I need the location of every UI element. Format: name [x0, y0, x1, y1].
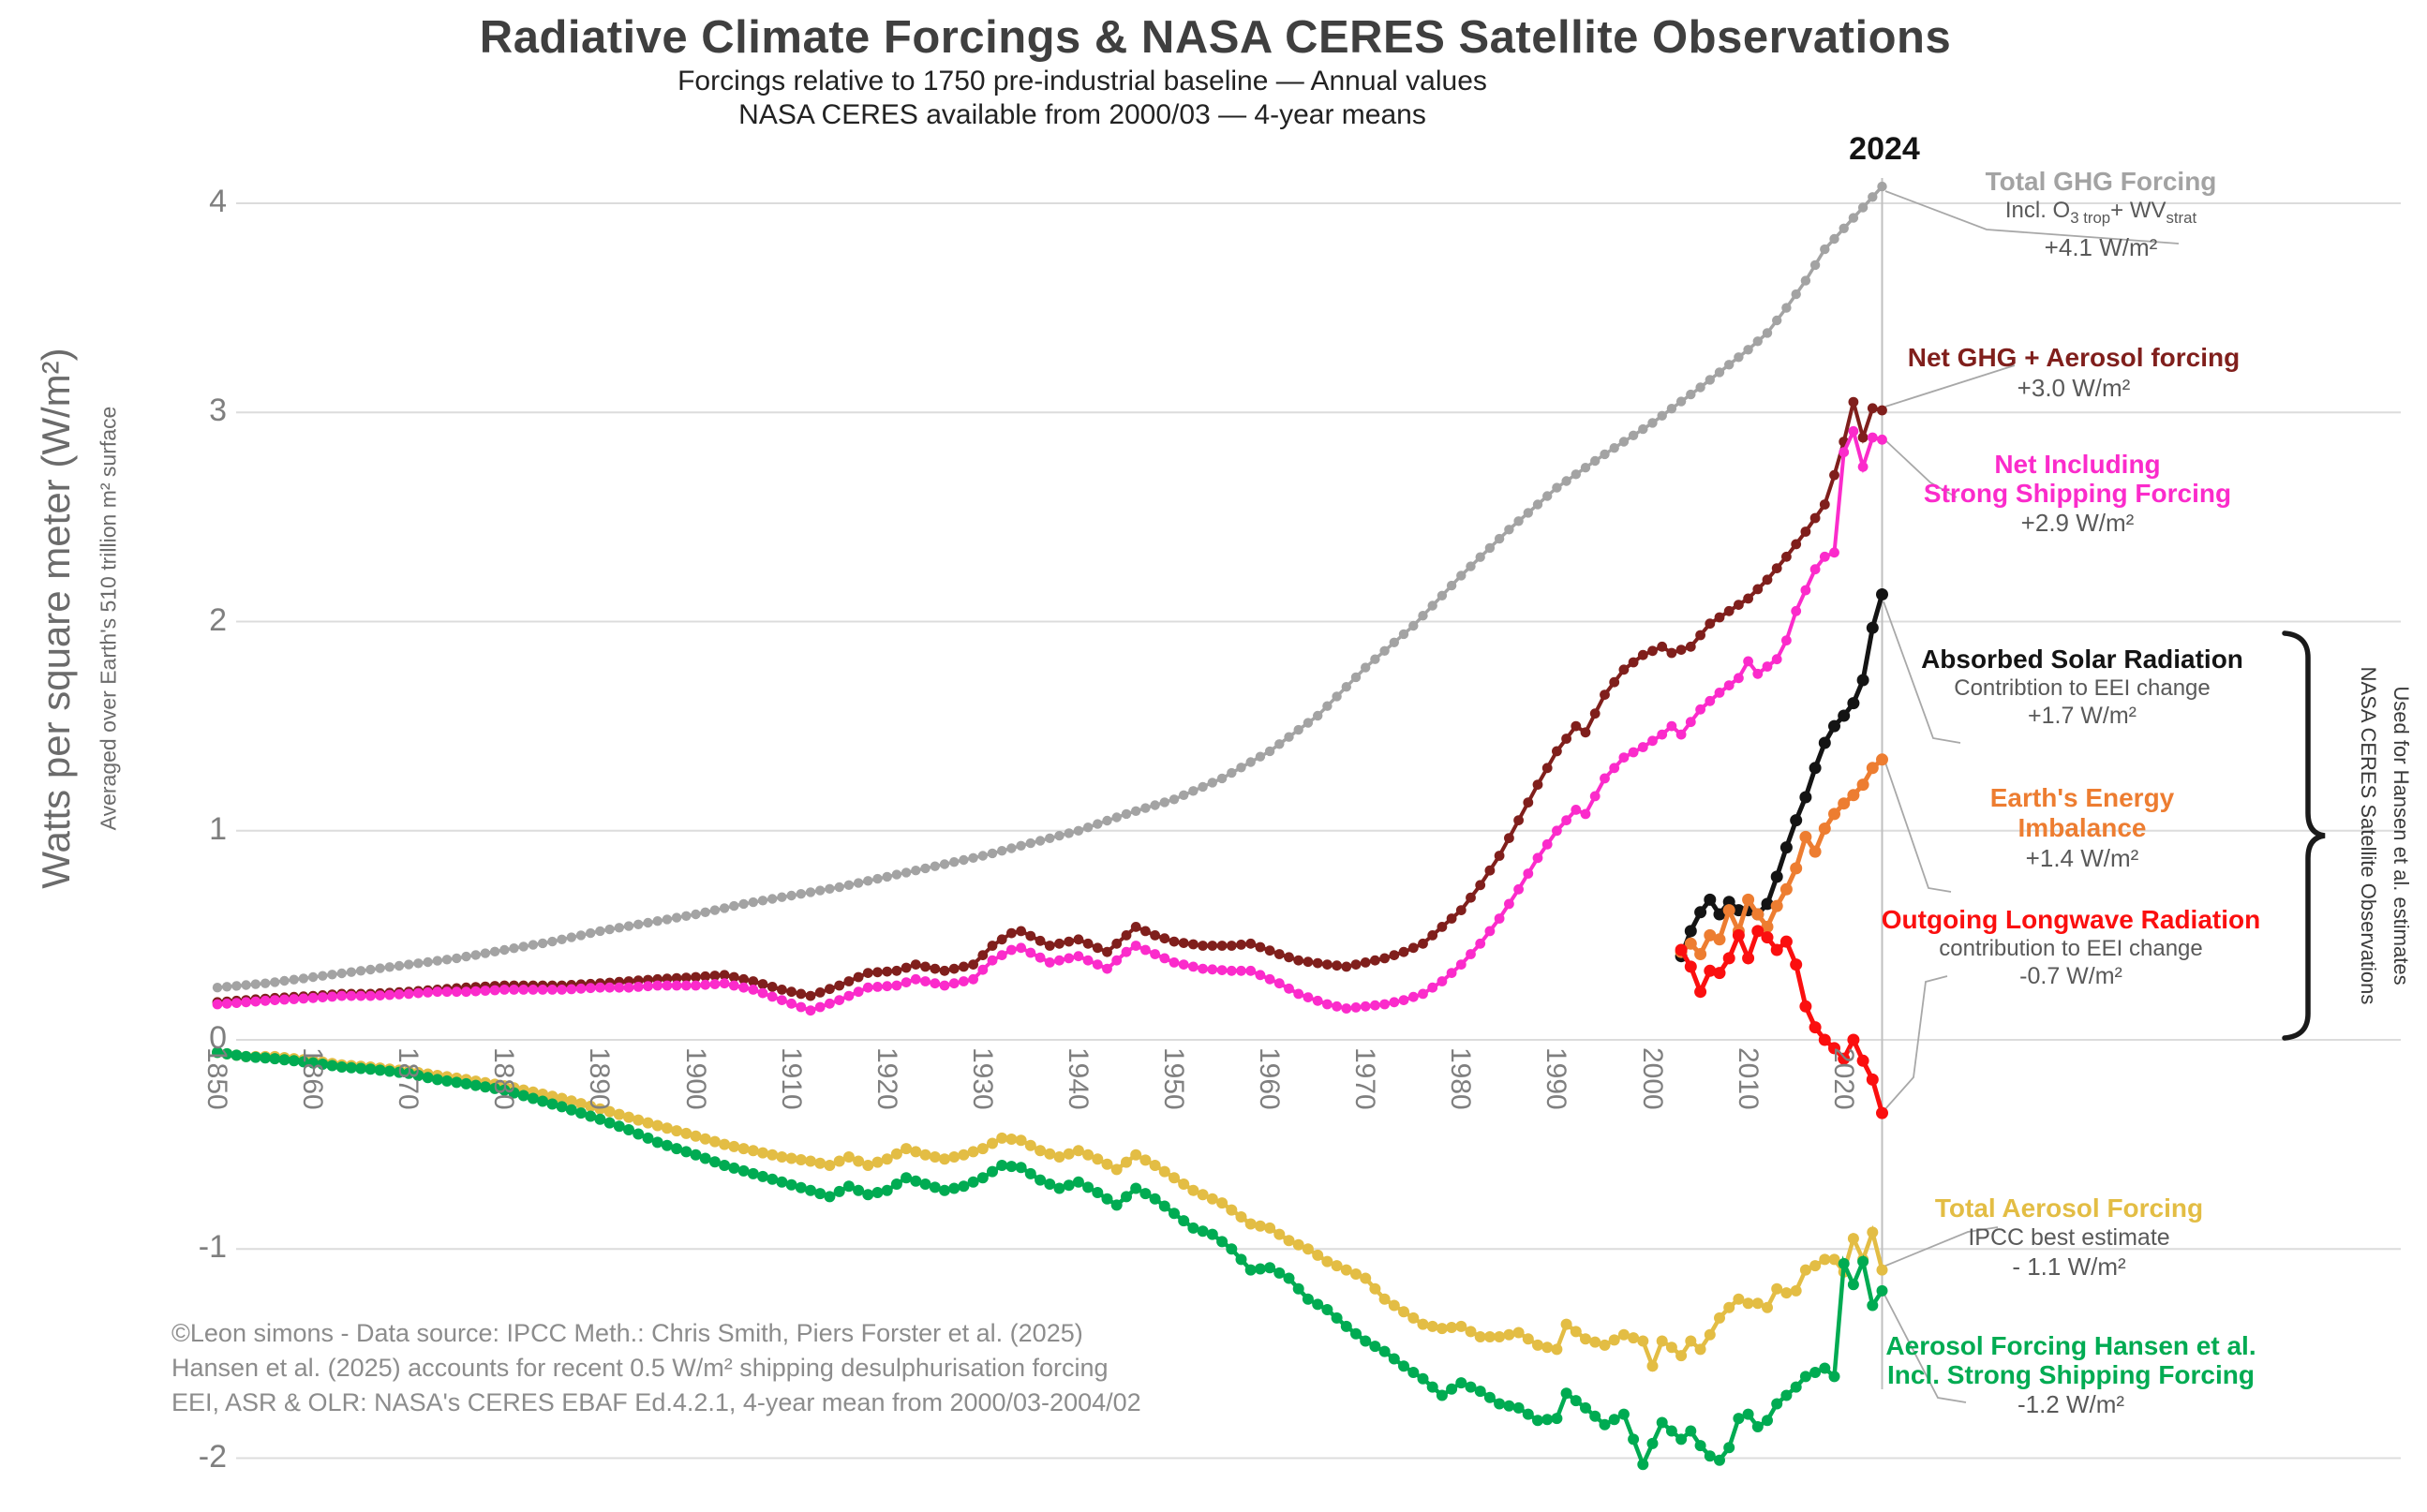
annotation-energy-imbalance: Earth's Energy Imbalance +1.4 W/m²: [1990, 783, 2175, 873]
series-total-ghg-forcing: [212, 181, 1887, 993]
annotation-subtitle: Incl. O3 trop+ WVstrat: [2004, 198, 2197, 227]
annotation-title-2: Incl. Strong Shipping Forcing: [1887, 1360, 2255, 1389]
series-net-including-strong-shipping-forcing: [212, 425, 1887, 1016]
x-tick-label: 2010: [1732, 1047, 1764, 1110]
annotation-absorbed-solar: Absorbed Solar Radiation Contribtion to …: [1921, 645, 2243, 730]
footer-note-line: Hansen et al. (2025) accounts for recent…: [171, 1354, 1109, 1382]
y-axis-title: Watts per square meter (W/m²): [34, 348, 78, 889]
annotation-value: +1.7 W/m²: [2027, 703, 2137, 729]
annotation-title-2: Imbalance: [2018, 813, 2147, 842]
x-tick-label: 1980: [1445, 1047, 1477, 1110]
annotation-title: Outgoing Longwave Radiation: [1881, 905, 2261, 934]
x-tick-label: 1880: [488, 1047, 520, 1110]
annotation-title: Aerosol Forcing Hansen et al.: [1885, 1331, 2256, 1360]
annotation-hansen-aerosol: Aerosol Forcing Hansen et al. Incl. Stro…: [1885, 1331, 2256, 1419]
annotation-title: Absorbed Solar Radiation: [1921, 645, 2243, 674]
annotation-value: -0.7 W/m²: [2019, 963, 2122, 989]
footer-source-line: EEI, ASR & OLR: NASA's CERES EBAF Ed.4.2…: [171, 1388, 1141, 1416]
x-tick-label: 1890: [584, 1047, 616, 1110]
x-tick-label: 1850: [201, 1047, 232, 1110]
chart-subtitle-2: NASA CERES available from 2000/03 — 4-ye…: [738, 99, 1426, 130]
annotation-total-aerosol: Total Aerosol Forcing IPCC best estimate…: [1935, 1193, 2203, 1282]
annotation-title: Earth's Energy: [1989, 783, 2175, 812]
y-tick-label: 3: [209, 393, 227, 429]
annotation-subtitle: Contribtion to EEI change: [1954, 675, 2211, 701]
bracket-label-line2: Used for Hansen et al. estimates: [2390, 686, 2413, 986]
annotation-value: +3.0 W/m²: [2017, 374, 2131, 402]
x-tick-label: 1860: [297, 1047, 329, 1110]
annotation-outgoing-longwave: Outgoing Longwave Radiation contribution…: [1882, 905, 2260, 990]
annotation-value: +4.1 W/m²: [2044, 232, 2158, 261]
series-aerosol-forcing-hansen-et-al-incl-strong-shipping-forcing: [212, 1046, 1888, 1471]
x-tick-label: 2000: [1636, 1047, 1668, 1110]
y-tick-label: 0: [209, 1020, 227, 1056]
annotation-title: Total Aerosol Forcing: [1934, 1193, 2204, 1223]
x-tick-label: 1930: [966, 1047, 998, 1110]
x-tick-label: 1970: [1349, 1047, 1381, 1110]
y-tick-label: -1: [198, 1229, 227, 1266]
footer-credit-line: ©Leon simons - Data source: IPCC Meth.: …: [171, 1319, 1083, 1347]
annotation-value: - 1.1 W/m²: [2012, 1253, 2126, 1281]
annotation-title: Total GHG Forcing: [1985, 167, 2217, 196]
annotation-subtitle: contribution to EEI change: [1939, 936, 2203, 961]
y-tick-label: 4: [209, 184, 227, 219]
x-tick-label: 1870: [393, 1047, 424, 1110]
x-tick-label: 1960: [1254, 1047, 1286, 1110]
annotation-value: +2.9 W/m²: [2020, 509, 2135, 537]
annotation-value: -1.2 W/m²: [2017, 1390, 2125, 1418]
x-tick-label: 1920: [871, 1047, 902, 1110]
x-tick-label: 1950: [1158, 1047, 1189, 1110]
annotation-title: Net GHG + Aerosol forcing: [1907, 343, 2241, 372]
annotation-subtitle: IPCC best estimate: [1968, 1224, 2170, 1251]
series-net-ghg-aerosol-forcing: [212, 396, 1887, 1008]
series-absorbed-solar-radiation: [1675, 588, 1888, 963]
page-title: Radiative Climate Forcings & NASA CERES …: [479, 12, 1952, 63]
x-tick-label: 2020: [1827, 1047, 1859, 1110]
annotation-net-ghg-aerosol: Net GHG + Aerosol forcing +3.0 W/m²: [1908, 343, 2240, 403]
year-2024-marker-label: 2024: [1849, 131, 1920, 167]
x-tick-label: 1910: [775, 1047, 807, 1110]
y-tick-label: -2: [198, 1438, 227, 1475]
annotation-title-2: Strong Shipping Forcing: [1923, 479, 2232, 508]
annotation-value: +1.4 W/m²: [2025, 844, 2139, 872]
x-tick-label: 1990: [1541, 1047, 1572, 1110]
y-tick-label: 2: [209, 601, 227, 638]
x-tick-label: 1940: [1062, 1047, 1094, 1110]
series-outgoing-longwave-radiation: [1675, 925, 1888, 1119]
annotation-title: Net Including: [1994, 450, 2161, 479]
chart-subtitle-1: Forcings relative to 1750 pre-industrial…: [677, 66, 1487, 96]
y-axis-subtitle: Averaged over Earth's 510 trillion m² su…: [96, 406, 121, 831]
series-earth-s-energy-imbalance: [1675, 753, 1888, 960]
y-tick-label: 1: [209, 810, 227, 847]
bracket-label-line1: NASA CERES Satellite Observations: [2357, 666, 2380, 1005]
annotation-total-ghg: Total GHG Forcing Incl. O3 trop+ WVstrat…: [1986, 167, 2217, 262]
x-tick-label: 1900: [679, 1047, 711, 1110]
annotation-net-shipping: Net Including Strong Shipping Forcing +2…: [1924, 450, 2231, 538]
